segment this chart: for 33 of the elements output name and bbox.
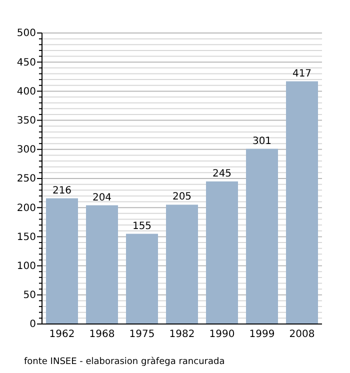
data-label: 417 xyxy=(292,68,312,80)
y-tick-label: 350 xyxy=(16,116,36,126)
y-tick-label: 200 xyxy=(16,202,36,214)
x-tick-label: 2008 xyxy=(289,329,315,340)
y-tick-label: 0 xyxy=(30,319,36,330)
data-label: 216 xyxy=(52,185,72,196)
data-label: 155 xyxy=(132,220,152,232)
bar xyxy=(86,205,118,324)
y-tick-label: 300 xyxy=(16,144,36,156)
y-tick-label: 50 xyxy=(23,290,36,302)
data-label: 204 xyxy=(92,192,112,204)
x-tick-label: 1975 xyxy=(129,329,155,340)
data-label: 205 xyxy=(172,192,192,203)
bar xyxy=(206,181,238,324)
x-tick-label: 1990 xyxy=(209,329,235,340)
bar xyxy=(166,204,198,324)
x-tick-label: 1962 xyxy=(49,329,75,340)
x-tick-label: 1982 xyxy=(169,329,195,340)
x-tick-label: 1999 xyxy=(249,329,275,340)
y-tick-label: 500 xyxy=(16,28,36,40)
y-tick-label: 450 xyxy=(16,57,36,68)
bar xyxy=(286,81,318,324)
x-tick-label: 1968 xyxy=(89,329,115,340)
source-note: fonte INSEE - elaborasion gràfega rancurada xyxy=(24,356,225,367)
y-tick-label: 100 xyxy=(16,261,36,272)
y-tick-label: 250 xyxy=(16,174,36,185)
bar xyxy=(126,234,158,324)
y-tick-label: 150 xyxy=(16,232,36,243)
bar xyxy=(246,148,278,324)
bar xyxy=(46,198,78,324)
y-tick-label: 400 xyxy=(16,86,36,98)
data-label: 245 xyxy=(212,168,232,180)
data-label: 301 xyxy=(252,136,272,147)
